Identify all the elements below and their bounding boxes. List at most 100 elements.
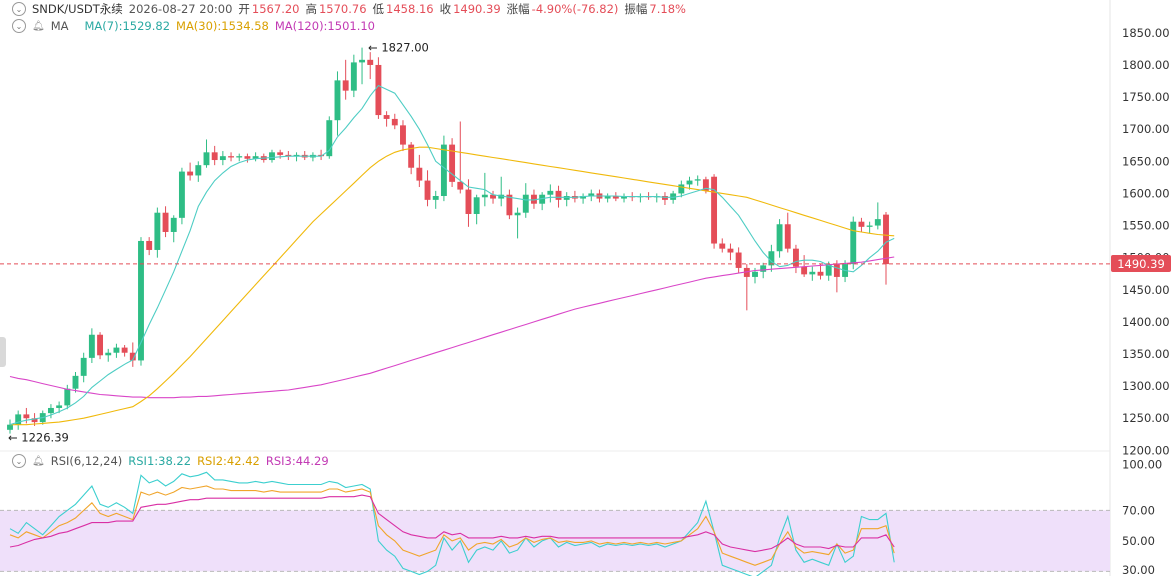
candle-up[interactable] xyxy=(760,262,767,279)
candle-up[interactable] xyxy=(170,215,177,243)
left-drag-handle[interactable] xyxy=(0,337,6,367)
candle-down[interactable] xyxy=(228,152,234,162)
candle-down[interactable] xyxy=(457,121,464,194)
candle-up[interactable] xyxy=(768,244,775,272)
candle-down[interactable] xyxy=(285,151,292,161)
candle-down[interactable] xyxy=(645,192,652,200)
candle-up[interactable] xyxy=(604,193,611,203)
candle-down[interactable] xyxy=(23,407,30,424)
candle-up[interactable] xyxy=(88,328,95,364)
candle-down[interactable] xyxy=(883,212,889,285)
candle-up[interactable] xyxy=(269,149,275,163)
candle-up[interactable] xyxy=(293,152,300,162)
candle-down[interactable] xyxy=(612,192,619,202)
ma-indicator-name[interactable]: MA xyxy=(50,19,69,33)
candle-up[interactable] xyxy=(588,189,595,202)
candle-up[interactable] xyxy=(72,372,79,393)
candle-up[interactable] xyxy=(195,161,202,182)
candle-up[interactable] xyxy=(514,207,521,239)
candle-down[interactable] xyxy=(342,59,349,100)
candle-up[interactable] xyxy=(498,176,505,207)
candle-up[interactable] xyxy=(7,419,13,434)
chevron-down-icon[interactable]: ⌄ xyxy=(12,454,26,468)
candle-down[interactable] xyxy=(506,189,513,220)
candle-down[interactable] xyxy=(391,113,398,130)
candle-down[interactable] xyxy=(490,190,496,204)
candle-up[interactable] xyxy=(219,151,226,166)
candle-up[interactable] xyxy=(473,194,480,225)
candle-down[interactable] xyxy=(449,138,456,188)
candle-up[interactable] xyxy=(15,410,22,430)
candle-up[interactable] xyxy=(203,139,210,168)
candle-down[interactable] xyxy=(662,192,668,205)
candle-up[interactable] xyxy=(563,192,570,207)
candle-down[interactable] xyxy=(711,174,718,249)
candle-up[interactable] xyxy=(178,167,185,225)
candle-down[interactable] xyxy=(383,111,390,127)
candle-up[interactable] xyxy=(694,175,701,186)
candle-up[interactable] xyxy=(56,401,63,414)
chevron-down-icon[interactable]: ⌄ xyxy=(12,19,26,33)
candle-up[interactable] xyxy=(326,116,333,159)
candle-down[interactable] xyxy=(367,52,374,80)
candle-down[interactable] xyxy=(400,120,406,152)
candle-down[interactable] xyxy=(301,151,308,161)
candle-down[interactable] xyxy=(416,154,423,188)
candle-up[interactable] xyxy=(809,266,816,281)
candle-down[interactable] xyxy=(424,170,431,207)
candle-up[interactable] xyxy=(522,183,529,218)
candle-down[interactable] xyxy=(833,260,840,293)
candle-up[interactable] xyxy=(580,193,587,204)
candle-down[interactable] xyxy=(817,264,824,280)
candle-down[interactable] xyxy=(784,212,791,253)
candle-down[interactable] xyxy=(97,332,104,360)
candle-up[interactable] xyxy=(350,54,357,98)
candle-down[interactable] xyxy=(162,206,169,238)
candle-down[interactable] xyxy=(735,247,742,274)
candle-up[interactable] xyxy=(621,193,627,203)
candle-down[interactable] xyxy=(408,142,415,175)
candle-down[interactable] xyxy=(858,217,865,232)
candle-up[interactable] xyxy=(686,176,693,190)
bell-icon[interactable]: 🔔︎ xyxy=(32,20,45,32)
candle-up[interactable] xyxy=(236,153,243,162)
candle-up[interactable] xyxy=(874,202,881,230)
candle-down[interactable] xyxy=(531,189,537,209)
candle-up[interactable] xyxy=(539,192,546,211)
chevron-down-icon[interactable]: ⌄ xyxy=(12,2,26,16)
candle-up[interactable] xyxy=(637,193,644,203)
candle-up[interactable] xyxy=(547,184,554,203)
candle-down[interactable] xyxy=(244,153,251,163)
candle-down[interactable] xyxy=(187,162,194,181)
candle-up[interactable] xyxy=(113,343,120,358)
candle-up[interactable] xyxy=(80,352,87,383)
candle-up[interactable] xyxy=(850,216,857,270)
candle-down[interactable] xyxy=(792,244,799,274)
candle-down[interactable] xyxy=(211,145,218,166)
candle-down[interactable] xyxy=(375,57,382,119)
candle-down[interactable] xyxy=(719,238,726,253)
rsi-indicator-name[interactable]: RSI(6,12,24) xyxy=(50,454,123,468)
candle-up[interactable] xyxy=(309,152,316,162)
candle-down[interactable] xyxy=(121,345,128,357)
bell-icon[interactable]: 🔔︎ xyxy=(32,455,45,467)
candle-up[interactable] xyxy=(432,190,439,209)
symbol-label[interactable]: SNDK/USDT永续 xyxy=(32,2,123,16)
candle-up[interactable] xyxy=(653,193,660,203)
candle-up[interactable] xyxy=(334,71,341,136)
candle-down[interactable] xyxy=(727,243,734,261)
candle-up[interactable] xyxy=(776,219,783,258)
candle-up[interactable] xyxy=(154,207,161,258)
candle-up[interactable] xyxy=(866,221,873,234)
candle-up[interactable] xyxy=(138,237,144,366)
candle-up[interactable] xyxy=(47,404,54,419)
candle-down[interactable] xyxy=(146,237,153,256)
candle-down[interactable] xyxy=(129,342,136,367)
candle-up[interactable] xyxy=(359,47,365,85)
candle-up[interactable] xyxy=(105,348,112,362)
candle-up[interactable] xyxy=(678,180,685,198)
candle-up[interactable] xyxy=(252,152,259,162)
candle-down[interactable] xyxy=(801,255,808,277)
candle-down[interactable] xyxy=(555,185,562,208)
